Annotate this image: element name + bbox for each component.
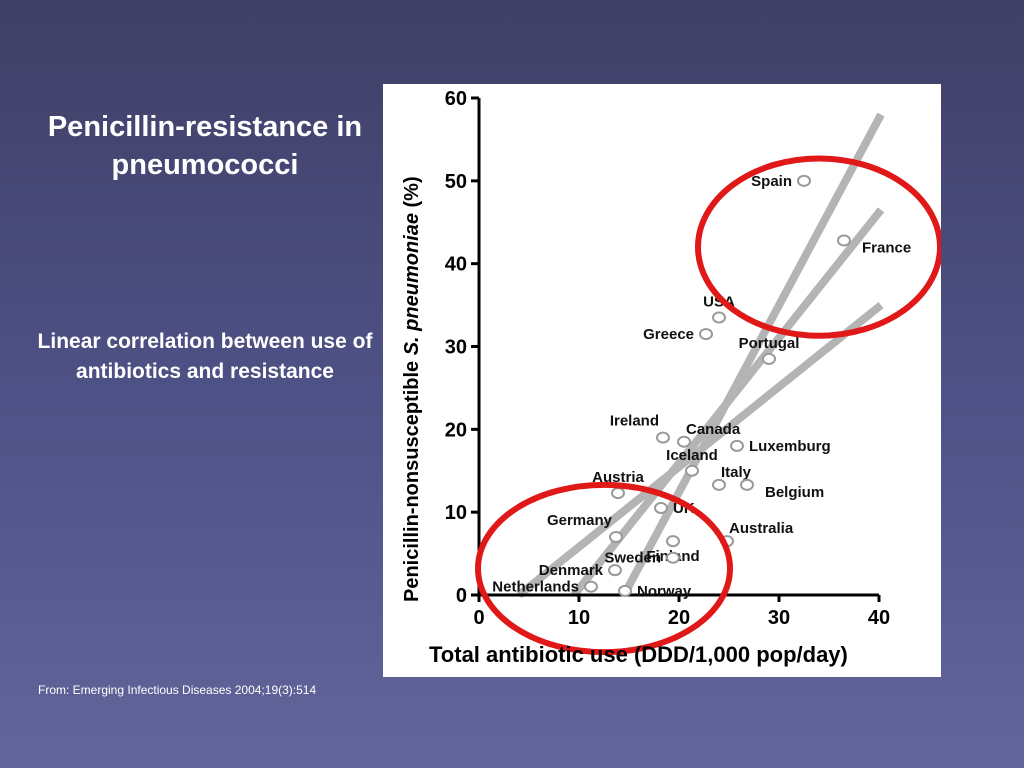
data-point: [611, 487, 625, 500]
data-label: Greece: [643, 326, 694, 343]
data-point: [608, 564, 622, 577]
y-tick-label: 30: [445, 337, 467, 359]
highlight-circle-low-use: [475, 481, 733, 656]
y-tick-label: 10: [445, 502, 467, 524]
data-label: Portugal: [739, 335, 800, 352]
y-tick-label: 50: [445, 171, 467, 193]
x-axis-label: Total antibiotic use (DDD/1,000 pop/day): [429, 642, 848, 667]
data-point: [654, 502, 668, 515]
data-label: Netherlands: [492, 579, 579, 596]
data-point: [666, 551, 680, 564]
regression-line-steep: [620, 112, 885, 597]
data-point: [730, 439, 744, 452]
data-label: Iceland: [666, 447, 718, 464]
data-label: Ireland: [610, 413, 659, 430]
data-label: Australia: [729, 520, 794, 537]
data-point: [712, 478, 726, 491]
data-point: [609, 531, 623, 544]
x-tick-label: 20: [668, 607, 690, 629]
data-label: Spain: [751, 173, 792, 190]
data-label: Italy: [721, 464, 752, 481]
data-label: Germany: [547, 512, 613, 529]
y-axis-label: Penicillin-nonsusceptible S. pneumoniae …: [401, 176, 423, 602]
data-label: France: [862, 239, 911, 256]
y-tick-label: 60: [445, 88, 467, 110]
y-tick-label: 20: [445, 419, 467, 441]
x-tick-label: 0: [473, 607, 484, 629]
data-label: Luxemburg: [749, 438, 831, 455]
data-label: Norway: [637, 583, 692, 600]
data-point: [618, 584, 632, 597]
data-point: [797, 174, 811, 187]
y-tick-label: 0: [456, 585, 467, 607]
y-axis-label-species: S. pneumoniae: [401, 213, 423, 355]
regression-lines: [516, 112, 885, 599]
highlight-circles: [475, 155, 941, 656]
data-point: [837, 234, 851, 247]
source-citation: From: Emerging Infectious Diseases 2004;…: [38, 683, 317, 697]
data-point: [685, 464, 699, 477]
y-tick-label: 40: [445, 254, 467, 276]
y-axis-label-suffix: (%): [401, 176, 423, 213]
chart-panel: 0 10 20 30 40 0 10 20 30 40 50 60 Spain France USA Gre…: [383, 84, 941, 677]
data-label: Belgium: [765, 484, 824, 501]
data-point: [699, 328, 713, 341]
data-point: [762, 352, 776, 365]
slide-subtitle: Linear correlation between use of antibi…: [37, 330, 373, 383]
data-point: [740, 478, 754, 491]
highlight-circle-high-use: [695, 155, 941, 339]
data-label: Denmark: [539, 562, 604, 579]
x-tick-label: 30: [768, 607, 790, 629]
data-point: [584, 580, 598, 593]
regression-line-middle: [570, 207, 885, 598]
x-tick-label: 10: [568, 607, 590, 629]
axes: 0 10 20 30 40 0 10 20 30 40 50 60: [445, 88, 890, 629]
y-axis-label-prefix: Penicillin-nonsusceptible: [401, 355, 423, 602]
x-tick-label: 40: [868, 607, 890, 629]
data-point: [712, 311, 726, 324]
slide-title: Penicillin-resistance in pneumococci: [47, 111, 363, 181]
data-point: [666, 535, 680, 548]
data-point: [656, 431, 670, 444]
data-point: [677, 435, 691, 448]
data-label: Sweden: [604, 550, 661, 567]
data-label: Canada: [686, 421, 741, 438]
regression-line-shallow: [516, 301, 884, 599]
